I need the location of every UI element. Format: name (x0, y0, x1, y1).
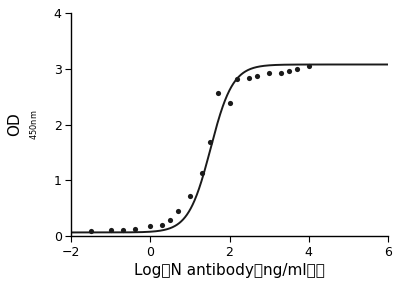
Point (294, 67, 300, 71)
Point (266, 71, 272, 76)
Point (167, 218, 174, 223)
Point (234, 77, 241, 81)
Point (199, 171, 205, 175)
Point (120, 227, 126, 232)
X-axis label: Log（N antibody（ng/ml））: Log（N antibody（ng/ml）） (134, 263, 325, 278)
Point (246, 76, 252, 81)
Point (206, 140, 213, 145)
Point (159, 223, 166, 227)
Point (187, 193, 193, 198)
Point (286, 68, 292, 73)
Point (88, 229, 94, 233)
Point (254, 73, 260, 78)
Point (147, 224, 154, 229)
Text: OD: OD (7, 113, 22, 136)
Point (132, 226, 138, 231)
Point (226, 101, 233, 106)
Point (214, 91, 221, 96)
Point (278, 71, 284, 75)
Point (175, 208, 181, 213)
Point (306, 64, 312, 68)
Point (108, 228, 114, 233)
Text: $\mathregular{_{450nm}}$: $\mathregular{_{450nm}}$ (27, 110, 40, 140)
